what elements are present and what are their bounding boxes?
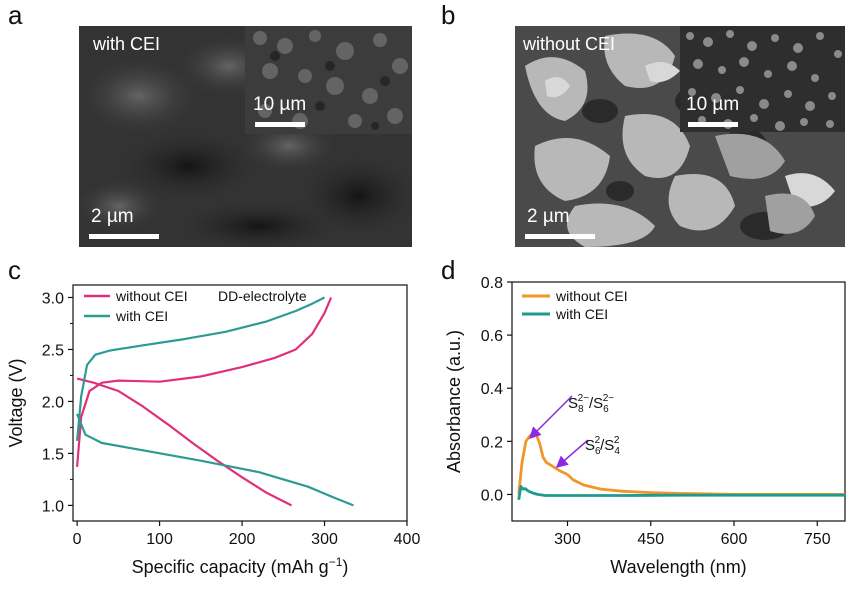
chart-d-frame — [511, 281, 846, 522]
chart-d-xlabel: Wavelength (nm) — [610, 557, 746, 577]
inset-scale-label-b: 10 µm — [686, 94, 740, 115]
chart-c-series-without-cei-curve — [76, 377, 292, 507]
chart-d-annotation-label: S62/S42 — [585, 435, 620, 457]
chart-d-ytick-label: 0.4 — [481, 381, 503, 398]
annotation-part: 6 — [595, 446, 601, 457]
chart-c-xtick-label: 0 — [73, 531, 82, 548]
chart-c-annotation: DD-electrolyte — [218, 288, 307, 304]
chart-d-series-without-cei — [517, 432, 845, 496]
annotation-part: 6 — [603, 404, 609, 415]
chart-d-xtick-label: 300 — [554, 531, 581, 548]
annotation-part: S — [568, 395, 578, 412]
chart-c-series-with-cei-curve — [76, 413, 354, 507]
inset-scale-bar-b — [688, 122, 738, 127]
sem-inset-texture-without-cei — [680, 26, 845, 132]
panel-letter-b: b — [441, 0, 456, 30]
chart-d: 300 450 600 750 0.0 0.2 0.4 0.6 0.8 Wavelength (n… — [444, 275, 846, 577]
main-scale-bar-a — [89, 234, 159, 239]
inset-scale-bar-a — [255, 122, 305, 127]
sem-label-without-cei: without CEI — [523, 34, 616, 54]
main-scale-label-a: 2 µm — [91, 206, 134, 227]
chart-c: 0 100 200 300 400 1.0 1.5 2.0 2.5 3.0 Specific cap… — [6, 284, 421, 577]
chart-c-legend-label: with CEI — [115, 308, 168, 324]
chart-c-ytick-label: 2.5 — [42, 342, 64, 359]
chart-c-ytick-label: 1.0 — [42, 498, 64, 515]
chart-c-frame — [72, 284, 408, 522]
annotation-part: 2 — [614, 435, 620, 446]
panel-letter-c: c — [8, 255, 21, 285]
annotation-part: 2− — [578, 393, 590, 404]
sem-inset-without-cei: 10 µm — [680, 26, 845, 132]
chart-d-xtick-label: 750 — [804, 531, 831, 548]
chart-c-xlabel: Specific capacity (mAh g−1) — [132, 555, 349, 577]
chart-c-ytick-label: 3.0 — [42, 290, 64, 307]
chart-c-series-without-cei-curve — [76, 297, 333, 467]
sem-label-with-cei: with CEI — [93, 34, 161, 54]
chart-d-legend-label: with CEI — [555, 306, 608, 322]
chart-d-ytick-label: 0.0 — [481, 487, 503, 504]
chart-c-legend-label: without CEI — [115, 288, 188, 304]
annotation-part: /S — [589, 395, 603, 412]
sem-inset-texture-with-cei — [245, 26, 412, 134]
sem-image-with-cei: 10 µm with CEI 2 µm — [79, 26, 412, 247]
panel-letter-d: d — [441, 255, 456, 285]
panel-letter-a: a — [8, 0, 23, 30]
main-scale-label-b: 2 µm — [527, 206, 570, 227]
annotation-part: S — [585, 437, 595, 454]
sem-inset-with-cei: 10 µm — [245, 26, 412, 134]
chart-c-ytick-label: 2.0 — [42, 394, 64, 411]
chart-d-xtick-label: 600 — [721, 531, 748, 548]
chart-d-xtick-label: 450 — [637, 531, 664, 548]
chart-d-ylabel: Absorbance (a.u.) — [444, 330, 464, 473]
chart-d-annotation-label: S82−/S62− — [568, 393, 614, 415]
main-scale-bar-b — [525, 234, 595, 239]
chart-d-series-with-cei — [517, 485, 845, 501]
chart-c-xtick-label: 200 — [229, 531, 256, 548]
chart-d-legend-label: without CEI — [555, 288, 628, 304]
chart-c-xtick-label: 400 — [394, 531, 421, 548]
chart-c-series-with-cei-curve — [76, 296, 325, 442]
chart-c-xtick-label: 300 — [311, 531, 338, 548]
chart-d-ytick-label: 0.8 — [481, 275, 503, 292]
chart-c-ylabel: Voltage (V) — [6, 358, 26, 447]
sem-image-without-cei: 10 µm without CEI 2 µm — [515, 26, 845, 247]
annotation-part: 4 — [614, 446, 620, 457]
annotation-part: 2− — [603, 393, 615, 404]
chart-d-ytick-label: 0.2 — [481, 434, 503, 451]
annotation-part: 8 — [578, 404, 584, 415]
annotation-part: 2 — [595, 435, 601, 446]
chart-d-ytick-label: 0.6 — [481, 328, 503, 345]
chart-c-ytick-label: 1.5 — [42, 446, 64, 463]
inset-scale-label-a: 10 µm — [253, 94, 307, 115]
chart-c-xlabel-close: ) — [342, 557, 348, 577]
annotation-part: /S — [600, 437, 614, 454]
chart-c-xlabel-sup: −1 — [329, 555, 343, 569]
chart-c-xtick-label: 100 — [146, 531, 173, 548]
chart-d-annotation-arrow — [555, 439, 589, 468]
chart-d-annotation-arrow — [528, 395, 573, 440]
